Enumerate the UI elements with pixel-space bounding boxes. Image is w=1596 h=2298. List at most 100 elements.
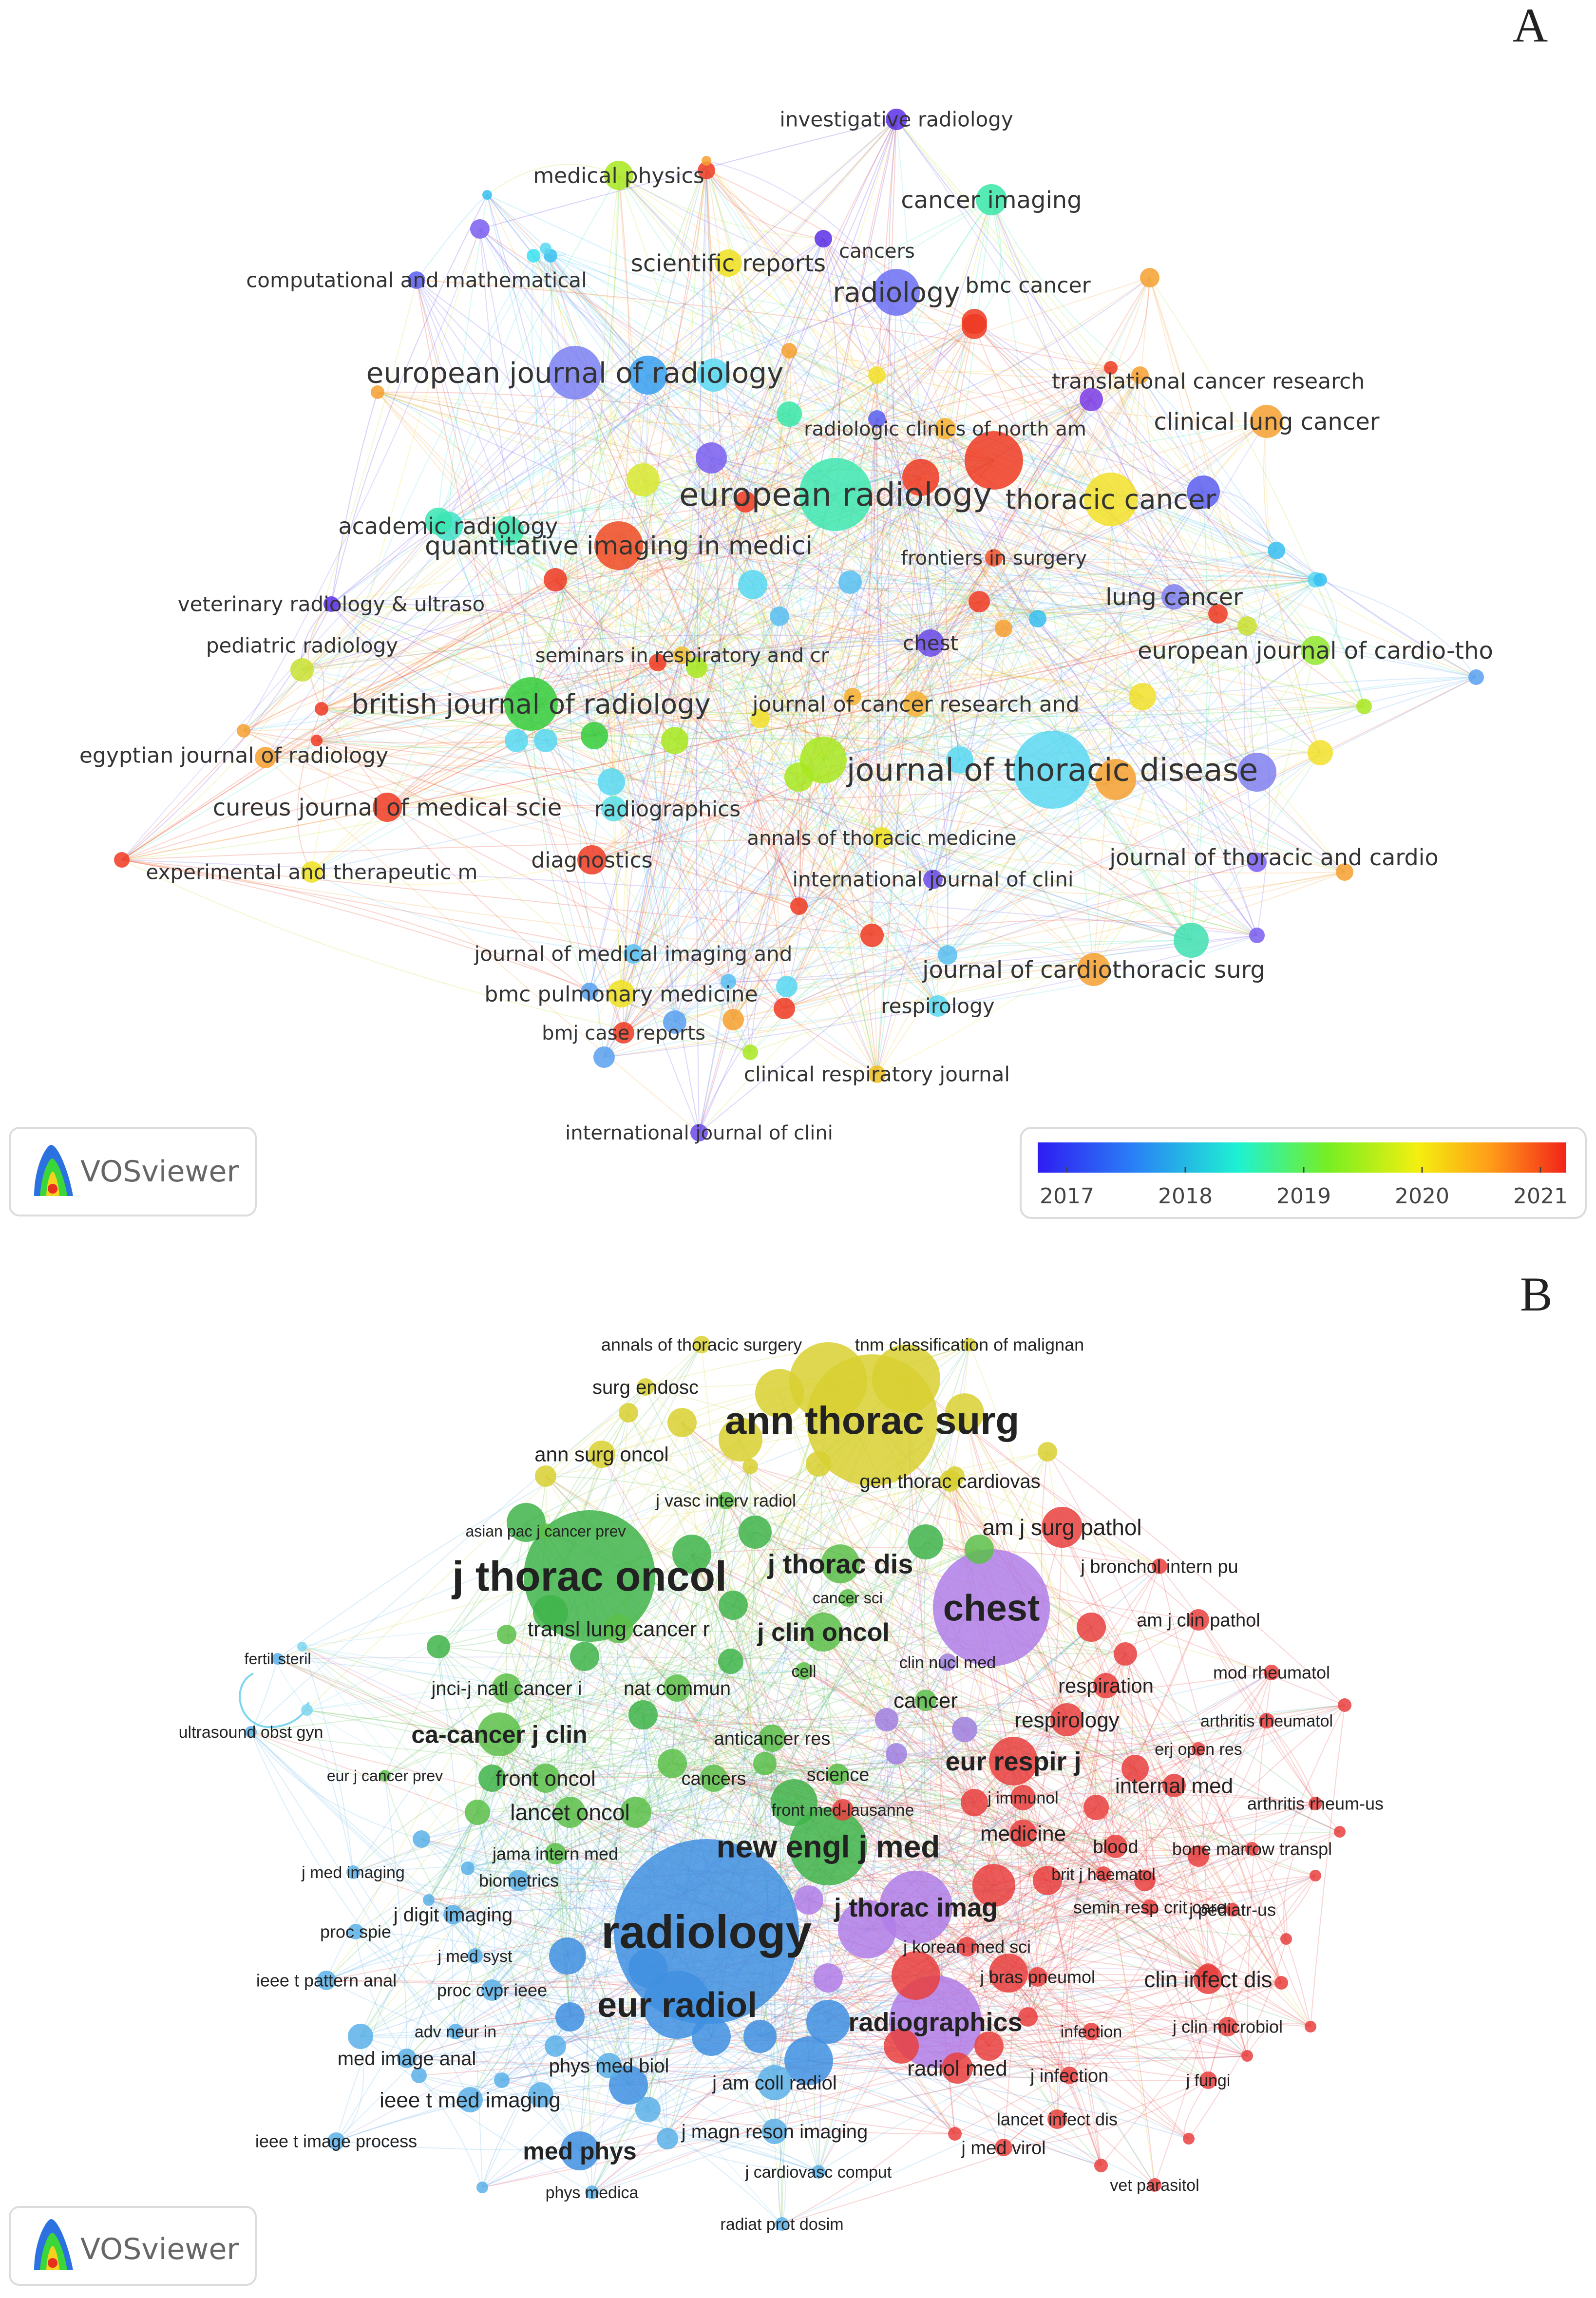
journal-node[interactable] (719, 1591, 748, 1620)
journal-node[interactable] (413, 1830, 430, 1848)
journal-node[interactable] (934, 418, 956, 439)
journal-node[interactable] (481, 1979, 503, 2001)
journal-node[interactable] (301, 1704, 313, 1716)
journal-node[interactable] (777, 401, 802, 427)
journal-node[interactable] (1161, 584, 1187, 609)
journal-node[interactable] (1183, 2133, 1195, 2145)
journal-node[interactable] (1305, 2021, 1316, 2032)
journal-node[interactable] (892, 1951, 940, 2000)
journal-node[interactable] (917, 629, 944, 657)
journal-node[interactable] (789, 1342, 867, 1420)
journal-node[interactable] (770, 607, 789, 626)
journal-node[interactable] (1061, 2067, 1078, 2084)
journal-node[interactable] (789, 1807, 867, 1885)
journal-node[interactable] (323, 596, 339, 612)
journal-node[interactable] (1310, 1870, 1321, 1881)
journal-node[interactable] (1237, 616, 1257, 636)
journal-node[interactable] (581, 722, 608, 749)
journal-node[interactable] (508, 1870, 530, 1891)
journal-node[interactable] (1142, 1899, 1158, 1915)
journal-node[interactable] (290, 658, 314, 682)
journal-node[interactable] (649, 654, 666, 671)
journal-node[interactable] (673, 646, 691, 664)
journal-node[interactable] (1104, 1835, 1127, 1858)
journal-node[interactable] (1199, 2071, 1217, 2089)
journal-node[interactable] (1084, 473, 1138, 526)
journal-node[interactable] (427, 1635, 450, 1658)
journal-node[interactable] (879, 1871, 952, 1944)
journal-node[interactable] (315, 702, 328, 716)
journal-node[interactable] (1308, 740, 1333, 765)
journal-node[interactable] (1018, 2007, 1038, 2027)
journal-node[interactable] (1356, 699, 1372, 714)
journal-node[interactable] (1140, 268, 1159, 287)
journal-node[interactable] (620, 1797, 651, 1828)
journal-node[interactable] (1250, 405, 1283, 438)
journal-node[interactable] (507, 1503, 546, 1542)
journal-node[interactable] (886, 1743, 907, 1765)
journal-node[interactable] (585, 2185, 599, 2199)
journal-node[interactable] (806, 2000, 850, 2044)
journal-node[interactable] (1029, 610, 1046, 627)
journal-node[interactable] (939, 1653, 956, 1671)
journal-node[interactable] (965, 431, 1023, 490)
journal-node[interactable] (598, 768, 625, 796)
journal-node[interactable] (946, 746, 973, 774)
journal-node[interactable] (1096, 1866, 1111, 1882)
journal-node[interactable] (297, 1642, 307, 1652)
vosviewer-logo-b[interactable]: VOSviewer (9, 2206, 257, 2286)
journal-node[interactable] (619, 1403, 638, 1423)
journal-node[interactable] (1042, 1507, 1083, 1548)
journal-node[interactable] (903, 691, 929, 717)
journal-node[interactable] (628, 1949, 667, 1988)
journal-node[interactable] (1162, 1774, 1186, 1797)
journal-node[interactable] (658, 1749, 687, 1778)
journal-node[interactable] (548, 346, 602, 399)
journal-node[interactable] (775, 2217, 789, 2231)
journal-node[interactable] (942, 2052, 973, 2084)
journal-node[interactable] (868, 410, 886, 428)
journal-node[interactable] (838, 570, 862, 594)
journal-node[interactable] (784, 762, 814, 792)
journal-node[interactable] (497, 1625, 516, 1644)
journal-node[interactable] (588, 1441, 615, 1468)
journal-node[interactable] (755, 1369, 804, 1418)
journal-node[interactable] (774, 998, 795, 1019)
journal-node[interactable] (995, 2139, 1012, 2156)
journal-node[interactable] (976, 184, 1007, 215)
journal-node[interactable] (482, 190, 492, 200)
journal-node[interactable] (873, 269, 920, 316)
journal-node[interactable] (1264, 1665, 1279, 1680)
journal-node[interactable] (1249, 928, 1265, 943)
journal-node[interactable] (535, 1465, 556, 1487)
journal-node[interactable] (1131, 366, 1149, 384)
journal-node[interactable] (494, 516, 524, 546)
journal-node[interactable] (1114, 1642, 1137, 1666)
journal-node[interactable] (1280, 1933, 1292, 1945)
journal-node[interactable] (1174, 923, 1209, 958)
journal-node[interactable] (476, 2182, 488, 2193)
journal-node[interactable] (908, 1524, 943, 1559)
journal-node[interactable] (886, 109, 907, 130)
journal-node[interactable] (504, 677, 558, 731)
journal-node[interactable] (700, 1765, 727, 1792)
journal-node[interactable] (549, 1937, 586, 1975)
journal-node[interactable] (871, 827, 893, 849)
journal-node[interactable] (872, 1345, 940, 1413)
journal-node[interactable] (425, 508, 452, 535)
journal-node[interactable] (989, 1954, 1028, 1993)
journal-node[interactable] (1009, 1820, 1037, 1847)
journal-node[interactable] (494, 2072, 510, 2088)
vosviewer-logo-a[interactable]: VOSviewer (9, 1127, 257, 1216)
journal-node[interactable] (794, 1885, 823, 1915)
journal-node[interactable] (531, 1764, 560, 1793)
journal-node[interactable] (839, 1589, 856, 1607)
journal-node[interactable] (784, 2036, 833, 2085)
journal-node[interactable] (815, 230, 832, 247)
journal-node[interactable] (594, 521, 643, 570)
journal-node[interactable] (664, 1674, 691, 1702)
journal-node[interactable] (693, 1336, 710, 1353)
journal-node[interactable] (698, 162, 715, 179)
journal-node[interactable] (781, 343, 797, 359)
journal-node[interactable] (1028, 1967, 1047, 1987)
